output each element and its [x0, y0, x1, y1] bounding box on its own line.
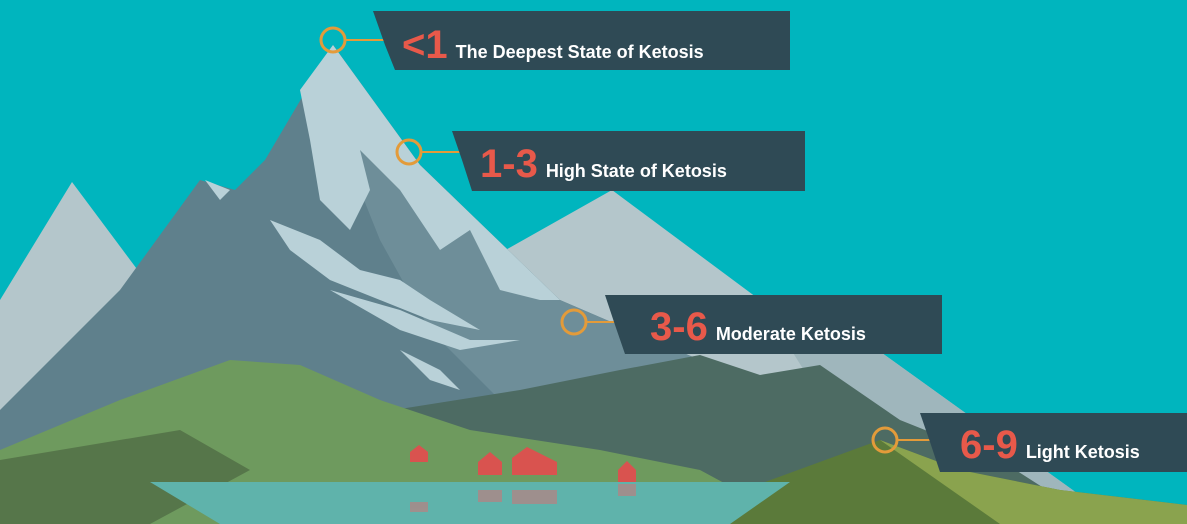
range: 3-6: [650, 305, 708, 349]
lake: [150, 482, 790, 524]
reflection: [478, 490, 502, 502]
reflection: [618, 484, 636, 496]
description: Moderate Ketosis: [716, 324, 866, 344]
reflection: [512, 490, 557, 504]
range: 6-9: [960, 423, 1018, 467]
illustration: <1 The Deepest State of Ketosis 1-3 High S…: [0, 0, 1187, 524]
reflection: [410, 502, 428, 512]
description: The Deepest State of Ketosis: [456, 42, 704, 62]
description: Light Ketosis: [1026, 442, 1140, 462]
range: 1-3: [480, 142, 538, 186]
description: High State of Ketosis: [546, 161, 727, 181]
page: <1 The Deepest State of Ketosis 1-3 High S…: [0, 0, 1187, 524]
range: <1: [402, 23, 448, 67]
